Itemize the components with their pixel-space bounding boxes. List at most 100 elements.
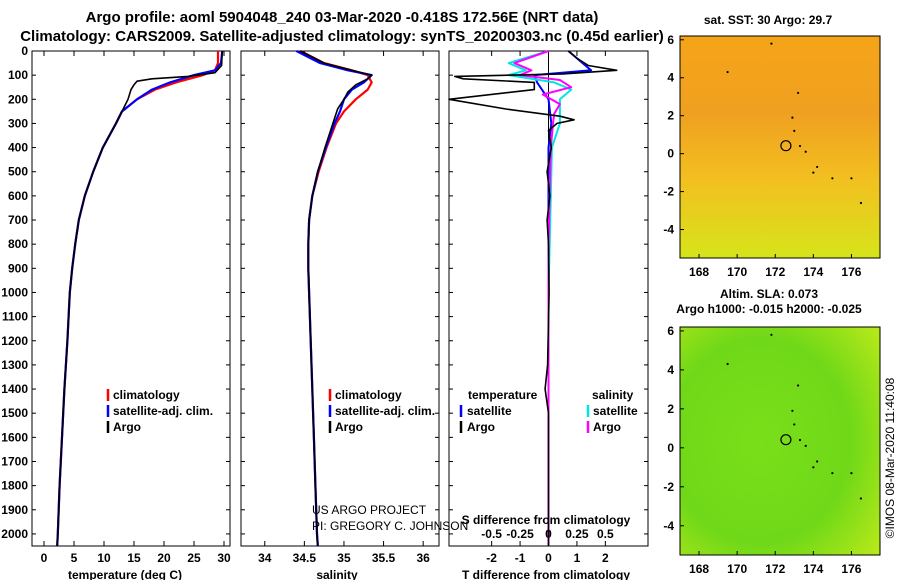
temperature-diff-tick-label: 1 — [574, 551, 581, 565]
sla-map-title-2: Argo h1000: -0.015 h2000: -0.025 — [676, 302, 862, 316]
depth-tick-label: 900 — [8, 261, 28, 275]
t-difference-axis-label: T difference from climatology — [462, 568, 630, 580]
map-lat-tick-label: 6 — [667, 33, 674, 47]
series-satellite-adj-line — [295, 50, 373, 547]
temperature-tick-label: 30 — [217, 551, 231, 565]
temperature-diff-tick-label: -1 — [515, 551, 526, 565]
legend-label-t-argo: Argo — [467, 420, 495, 434]
map-lat-tick-label: 4 — [667, 71, 674, 85]
island-dot — [816, 460, 819, 463]
depth-tick-label: 1200 — [1, 334, 28, 348]
depth-tick-label: 2000 — [1, 527, 28, 541]
map-lat-tick-label: 0 — [667, 441, 674, 455]
map-lon-tick-label: 172 — [765, 265, 785, 279]
salinity-plot: 34 34.5 35 35.5 36 — [258, 50, 430, 565]
salinity-tick-label: 34.5 — [293, 551, 317, 565]
island-dot — [770, 42, 773, 45]
legend-label-t-satellite: satellite — [467, 404, 512, 418]
temperature-tick-label: 5 — [71, 551, 78, 565]
depth-tick-label: 400 — [8, 141, 28, 155]
map-lon-tick-label: 168 — [689, 265, 709, 279]
sst-map-title: sat. SST: 30 Argo: 29.7 — [704, 13, 833, 27]
depth-tick-label: 1100 — [2, 310, 28, 324]
island-dot — [793, 423, 796, 426]
temperature-diff-tick-label: 2 — [602, 551, 609, 565]
island-dot — [804, 150, 807, 153]
sst-map-image — [680, 36, 880, 258]
temperature-tick-label: 20 — [157, 551, 171, 565]
map-lat-tick-label: -2 — [663, 185, 674, 199]
depth-tick-label: 300 — [8, 116, 28, 130]
temperature-panel-frame — [31, 50, 231, 547]
island-dot — [796, 91, 800, 95]
series-s-satellite-line — [507, 50, 573, 546]
salinity-tick-label: 35.5 — [372, 551, 396, 565]
legend-label-satellite-adj: satellite-adj. clim. — [335, 404, 435, 418]
island-dot — [831, 472, 834, 475]
map-lon-tick-label: 168 — [689, 562, 709, 576]
map-lon-tick-label: 176 — [841, 265, 861, 279]
legend-label-satellite-adj: satellite-adj. clim. — [113, 404, 213, 418]
map-lat-tick-label: -4 — [663, 519, 674, 533]
island-dot — [804, 444, 807, 447]
map-lat-tick-label: -2 — [663, 480, 674, 494]
legend-label-s-argo: Argo — [593, 420, 621, 434]
island-dot — [816, 165, 819, 169]
salinity-diff-tick-label: 0.5 — [597, 527, 614, 541]
credit-line2: PI: GREGORY C. JOHNSON — [312, 519, 468, 533]
sst-map-frame — [679, 35, 881, 259]
series-t-satellite-line — [533, 50, 593, 546]
island-dot — [726, 70, 729, 74]
series-s-argo-line — [513, 50, 573, 546]
island-dot — [726, 362, 729, 366]
temperature-tick-label: 10 — [97, 551, 111, 565]
sla-map-image — [680, 327, 880, 555]
difference-legend: temperature salinity satellite Argo sate… — [459, 388, 638, 434]
map-lon-tick-label: 174 — [803, 265, 823, 279]
salinity-tick-label: 34 — [258, 551, 272, 565]
legend-label-argo: Argo — [113, 420, 141, 434]
sla-map-overlay: 168 170 172 174 176 6 4 2 0 -2 -4 — [663, 324, 863, 576]
series-climatology-line — [299, 50, 373, 547]
depth-tick-label: 1400 — [1, 382, 28, 396]
map-lon-tick-label: 174 — [803, 562, 823, 576]
legend-label-climatology: climatology — [113, 388, 180, 402]
map-lat-tick-label: 2 — [667, 109, 674, 123]
map-lon-tick-label: 172 — [765, 562, 785, 576]
depth-tick-label: 1700 — [1, 454, 28, 468]
temperature-plot: 0 5 10 15 20 25 30 — [41, 50, 231, 565]
series-argo-line — [300, 50, 373, 547]
salinity-tick-label: 36 — [416, 551, 430, 565]
temperature-tick-label: 15 — [127, 551, 141, 565]
credit-line1: US ARGO PROJECT — [312, 503, 427, 517]
island-dot — [798, 144, 802, 148]
island-dot — [859, 497, 863, 500]
salinity-diff-tick-label: -0.5 — [481, 527, 502, 541]
map-lat-tick-label: 6 — [667, 324, 674, 338]
temperature-tick-label: 0 — [41, 551, 48, 565]
sst-map-overlay: 168 170 172 174 176 6 4 2 0 -2 -4 — [663, 33, 863, 279]
sla-map-title-1: Altim. SLA: 0.073 — [720, 287, 818, 301]
map-lon-tick-label: 176 — [841, 562, 861, 576]
figure-title-line1: Argo profile: aoml 5904048_240 03-Mar-20… — [86, 9, 599, 26]
salinity-axis-label: salinity — [316, 568, 358, 580]
island-dot — [812, 466, 815, 469]
island-dot — [770, 333, 773, 336]
map-lat-tick-label: -4 — [663, 223, 674, 237]
legend-label-s-satellite: satellite — [593, 404, 638, 418]
island-dot — [793, 129, 796, 132]
series-satellite-adj-line — [56, 50, 224, 547]
depth-tick-label: 200 — [8, 92, 28, 106]
series-t-argo-line — [448, 50, 618, 546]
depth-tick-label: 1900 — [1, 503, 28, 517]
depth-tick-label: 600 — [8, 189, 28, 203]
depth-tick-label: 0 — [21, 44, 28, 58]
island-dot — [791, 116, 794, 119]
temperature-diff-tick-label: 0 — [545, 551, 552, 565]
temperature-diff-tick-label: -2 — [486, 551, 497, 565]
float-position-marker — [780, 434, 792, 446]
island-dot — [798, 438, 802, 442]
series-argo-line — [56, 50, 223, 547]
island-dot — [850, 177, 853, 180]
